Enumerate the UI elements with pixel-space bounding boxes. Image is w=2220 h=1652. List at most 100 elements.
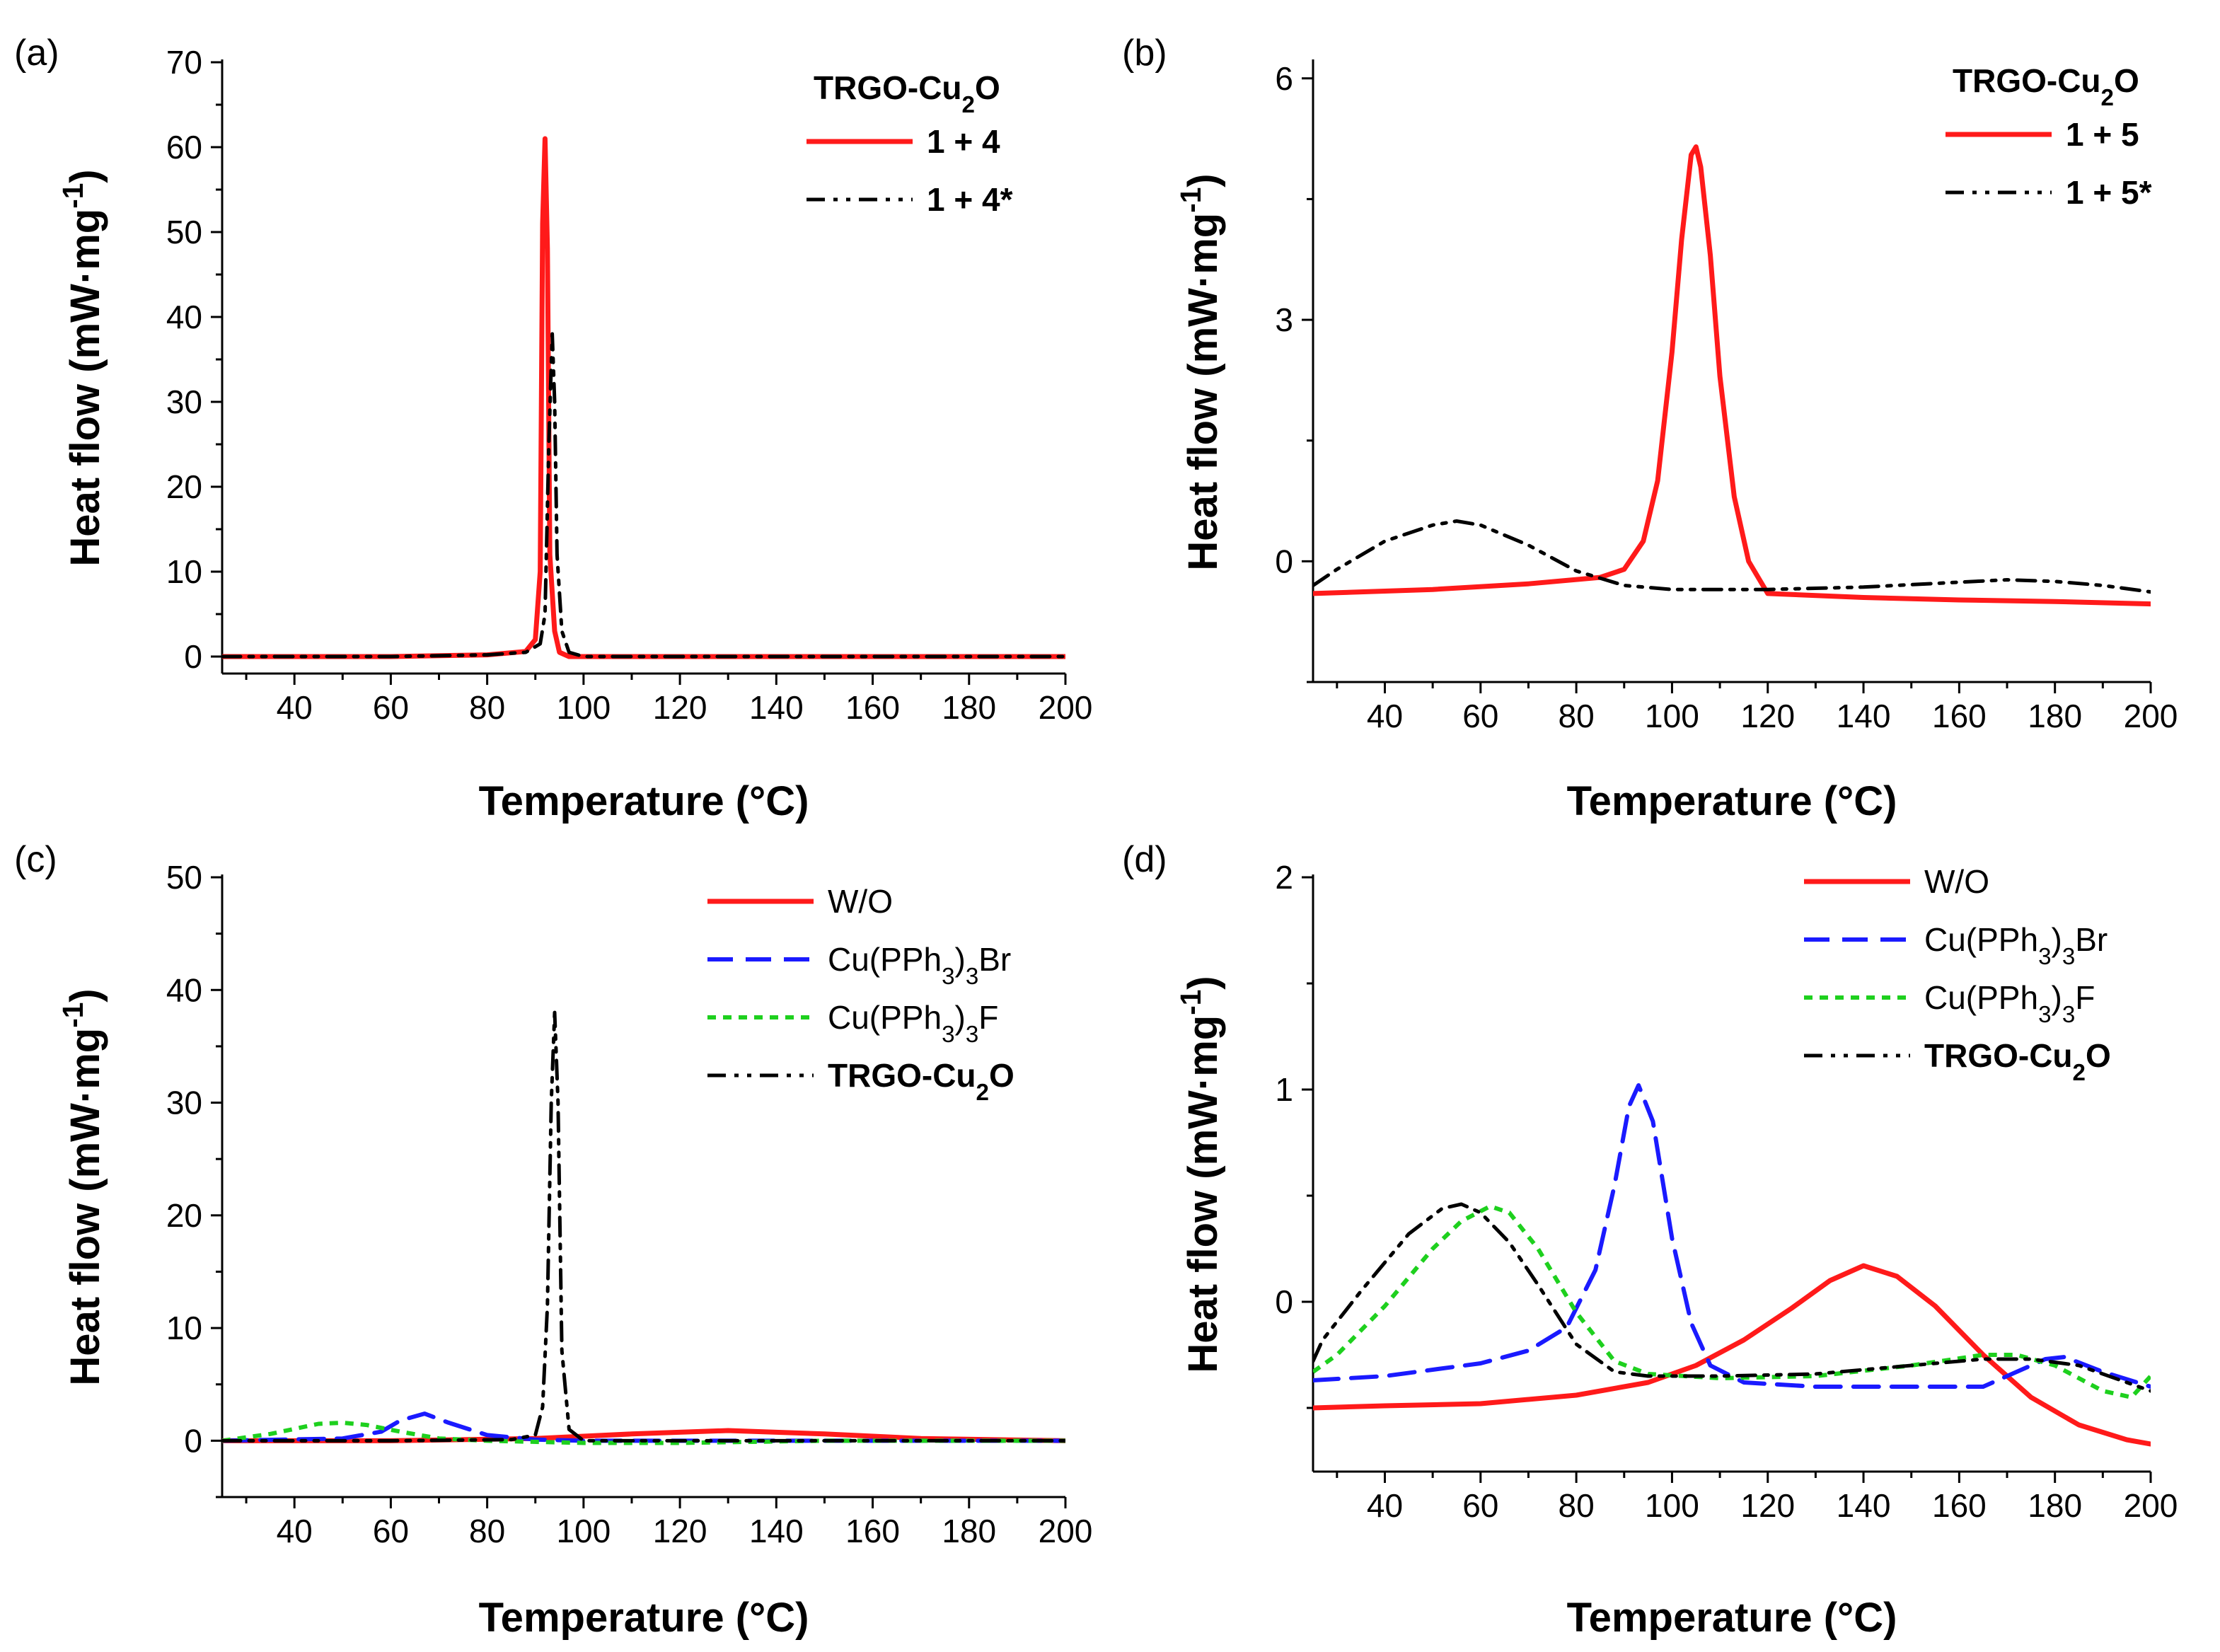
legend: W/O Cu(PPh3)3Br Cu(PPh3)3F TRGO-Cu2O bbox=[1804, 863, 2111, 1086]
legend-entry-label: Cu(PPh3)3F bbox=[1924, 979, 2095, 1028]
x-tick-label: 60 bbox=[373, 1513, 409, 1549]
legend: W/O Cu(PPh3)3Br Cu(PPh3)3F TRGO-Cu2O bbox=[707, 883, 1014, 1106]
x-tick-label: 180 bbox=[942, 689, 996, 726]
y-tick-label: 0 bbox=[184, 638, 202, 675]
y-axis-title: Heat flow (mW·mg-1) bbox=[1174, 976, 1226, 1373]
x-tick-label: 60 bbox=[373, 689, 409, 726]
y-tick-label: 30 bbox=[166, 1085, 202, 1121]
x-tick-label: 80 bbox=[469, 1513, 505, 1549]
x-axis-title: Temperature (°C) bbox=[479, 778, 809, 824]
x-tick-label: 40 bbox=[277, 1513, 313, 1549]
series-line-2 bbox=[222, 1420, 1065, 1445]
panel-label: (c) bbox=[14, 839, 57, 880]
series-line-0 bbox=[1313, 1263, 2151, 1447]
y-tick-label: 60 bbox=[166, 129, 202, 166]
series-line-2 bbox=[1313, 1204, 2151, 1399]
x-tick-label: 140 bbox=[749, 1513, 804, 1549]
x-tick-label: 160 bbox=[845, 689, 900, 726]
x-tick-label: 40 bbox=[277, 689, 313, 726]
y-tick-label: 40 bbox=[166, 299, 202, 335]
y-tick-label: 1 bbox=[1275, 1071, 1293, 1108]
x-tick-label: 160 bbox=[1932, 1487, 1987, 1524]
x-tick-label: 60 bbox=[1462, 698, 1498, 734]
x-tick-label: 120 bbox=[653, 1513, 707, 1549]
y-tick-label: 30 bbox=[166, 383, 202, 420]
y-tick-label: 0 bbox=[1275, 543, 1293, 579]
y-tick-label: 0 bbox=[184, 1422, 202, 1459]
x-tick-label: 200 bbox=[1039, 689, 1093, 726]
x-tick-label: 60 bbox=[1462, 1487, 1498, 1524]
x-tick-label: 200 bbox=[1039, 1513, 1093, 1549]
series-line-3 bbox=[1313, 1202, 2151, 1393]
y-tick-label: 20 bbox=[166, 1197, 202, 1234]
x-tick-label: 180 bbox=[2028, 698, 2082, 734]
y-axis-title: Heat flow (mW·mg-1) bbox=[57, 988, 108, 1385]
x-tick-label: 80 bbox=[1559, 1487, 1595, 1524]
legend-entry-label: W/O bbox=[828, 883, 893, 920]
y-axis-title: Heat flow (mW·mg-1) bbox=[57, 169, 108, 566]
x-tick-label: 120 bbox=[653, 689, 707, 726]
legend-title: TRGO-Cu2O bbox=[814, 69, 1000, 118]
y-tick-label: 50 bbox=[166, 214, 202, 250]
x-tick-label: 120 bbox=[1740, 1487, 1795, 1524]
y-tick-label: 6 bbox=[1275, 60, 1293, 97]
x-tick-label: 140 bbox=[1837, 1487, 1891, 1524]
legend-entry-label: Cu(PPh3)3F bbox=[828, 999, 998, 1048]
x-tick-label: 80 bbox=[1559, 698, 1595, 734]
y-tick-label: 2 bbox=[1275, 859, 1293, 896]
legend-entry-label: Cu(PPh3)3Br bbox=[1924, 921, 2108, 970]
legend-entry-label: TRGO-Cu2O bbox=[1924, 1037, 2111, 1086]
legend-entry-label: Cu(PPh3)3Br bbox=[828, 941, 1011, 990]
legend: TRGO-Cu2O 1 + 5 1 + 5* bbox=[1946, 62, 2152, 211]
panel-a: 40 60 80 100 120 140 160 180 200 0 10 20 30 40 50 60 70 T… bbox=[14, 33, 1092, 824]
legend-entry-label: 1 + 5 bbox=[2066, 116, 2139, 153]
x-tick-label: 100 bbox=[1645, 698, 1699, 734]
legend-entry-label: 1 + 4 bbox=[927, 123, 1000, 160]
x-axis-title: Temperature (°C) bbox=[1567, 1595, 1897, 1641]
x-tick-label: 100 bbox=[556, 1513, 611, 1549]
series-line-0 bbox=[1313, 144, 2151, 607]
series-line-3 bbox=[222, 1010, 1065, 1443]
panel-label: (b) bbox=[1122, 33, 1167, 74]
panel-label: (d) bbox=[1122, 839, 1167, 880]
panels: 40 60 80 100 120 140 160 180 200010203040506070T… bbox=[14, 33, 2178, 1641]
series-line-1 bbox=[1313, 519, 2151, 594]
x-tick-label: 140 bbox=[1837, 698, 1891, 734]
series-line-1 bbox=[222, 1411, 1065, 1443]
x-tick-label: 80 bbox=[469, 689, 505, 726]
series-line-0 bbox=[222, 136, 1065, 659]
x-tick-label: 100 bbox=[1645, 1487, 1699, 1524]
series-line-1 bbox=[1313, 1083, 2151, 1389]
x-tick-label: 40 bbox=[1367, 1487, 1403, 1524]
x-axis-title: Temperature (°C) bbox=[479, 1595, 809, 1641]
y-tick-label: 0 bbox=[1275, 1283, 1293, 1320]
legend-entry-label: 1 + 5* bbox=[2066, 174, 2152, 211]
y-tick-label: 20 bbox=[166, 468, 202, 505]
x-axis-title: Temperature (°C) bbox=[1567, 778, 1897, 824]
x-tick-label: 200 bbox=[2124, 698, 2178, 734]
y-axis-title: Heat flow (mW·mg-1) bbox=[1174, 173, 1226, 570]
legend-entry-label: W/O bbox=[1924, 863, 1989, 900]
x-tick-label: 160 bbox=[845, 1513, 900, 1549]
x-tick-label: 200 bbox=[2124, 1487, 2178, 1524]
x-tick-label: 180 bbox=[2028, 1487, 2082, 1524]
series-line-0 bbox=[222, 1428, 1065, 1443]
panel-label: (a) bbox=[14, 33, 59, 74]
x-tick-label: 40 bbox=[1367, 698, 1403, 734]
x-tick-label: 140 bbox=[749, 689, 804, 726]
legend-entry-label: 1 + 4* bbox=[927, 181, 1013, 218]
y-tick-label: 10 bbox=[166, 1310, 202, 1346]
panel-b: 40 60 80 100 120 140 160 180 200 0 3 6 Temperature (… bbox=[1122, 33, 2178, 824]
y-tick-label: 70 bbox=[166, 44, 202, 81]
x-tick-label: 100 bbox=[556, 689, 611, 726]
panel-d: 40 60 80 100 120 140 160 180 200 0 1 2 Temperature (… bbox=[1122, 839, 2178, 1641]
series-line-1 bbox=[222, 332, 1065, 659]
y-tick-label: 50 bbox=[166, 859, 202, 896]
legend-entry-label: TRGO-Cu2O bbox=[828, 1057, 1014, 1106]
y-tick-label: 3 bbox=[1275, 301, 1293, 338]
legend: TRGO-Cu2O 1 + 4 1 + 4* bbox=[807, 69, 1013, 218]
y-tick-label: 40 bbox=[166, 971, 202, 1008]
y-tick-label: 10 bbox=[166, 553, 202, 590]
